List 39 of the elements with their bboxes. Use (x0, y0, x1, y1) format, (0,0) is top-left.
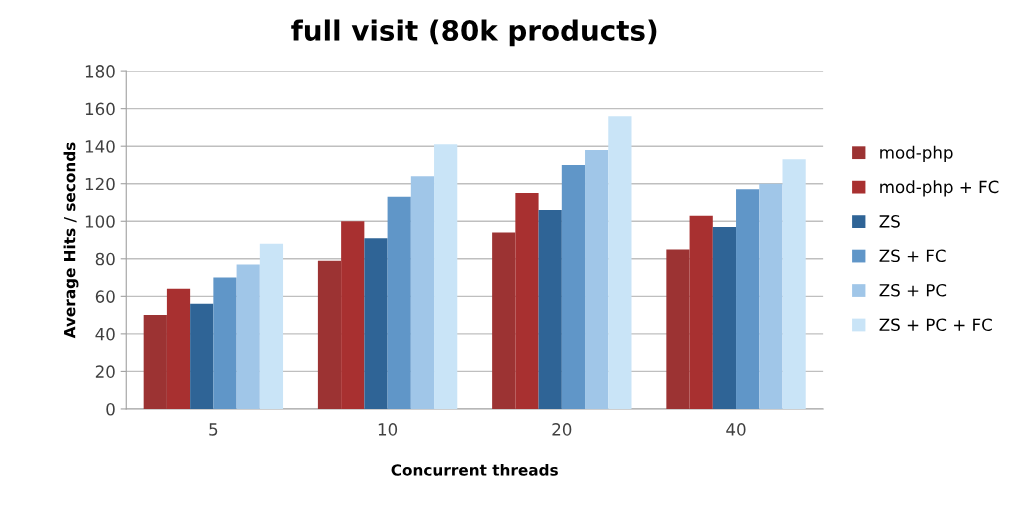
y-tick-label: 140 (85, 140, 115, 153)
bar (259, 243, 284, 409)
y-tick-label: 160 (85, 102, 115, 116)
bar (387, 196, 411, 409)
legend-label: ZS + PC (879, 283, 947, 297)
bar (410, 176, 435, 409)
bar (364, 238, 388, 409)
bar (759, 183, 783, 409)
y-tick-label: 180 (85, 65, 115, 78)
bar (236, 264, 260, 409)
bar (736, 189, 760, 409)
x-axis-title: Concurrent threads (391, 463, 558, 476)
y-axis-title: Average Hits / seconds (63, 142, 79, 339)
y-tick-label: 120 (85, 177, 115, 191)
bar (561, 164, 586, 409)
x-tick-label: 5 (209, 423, 218, 436)
bar (585, 149, 609, 409)
legend-label: ZS + PC + FC (879, 318, 992, 332)
bar (782, 159, 806, 409)
y-tick-label: 100 (85, 215, 115, 228)
y-tick-label: 0 (106, 402, 115, 416)
bar (213, 277, 237, 409)
legend-label: ZS (879, 215, 900, 228)
x-tick-label: 40 (726, 423, 746, 436)
bar (190, 303, 214, 409)
y-tick-label: 20 (95, 365, 115, 378)
bar (712, 226, 737, 409)
bar (608, 116, 632, 409)
chart-title: full visit (80k products) (291, 19, 657, 47)
x-tick-label: 10 (378, 423, 398, 436)
y-tick-label: 40 (95, 327, 115, 341)
y-tick-label: 60 (95, 290, 115, 303)
bar (538, 210, 562, 409)
bar (434, 144, 458, 409)
y-tick-label: 80 (95, 252, 115, 266)
legend-label: ZS + FC (879, 249, 946, 263)
legend-label: mod-php + FC (880, 180, 999, 197)
legend-label: mod-php (880, 145, 953, 162)
x-tick-label: 20 (552, 423, 572, 436)
